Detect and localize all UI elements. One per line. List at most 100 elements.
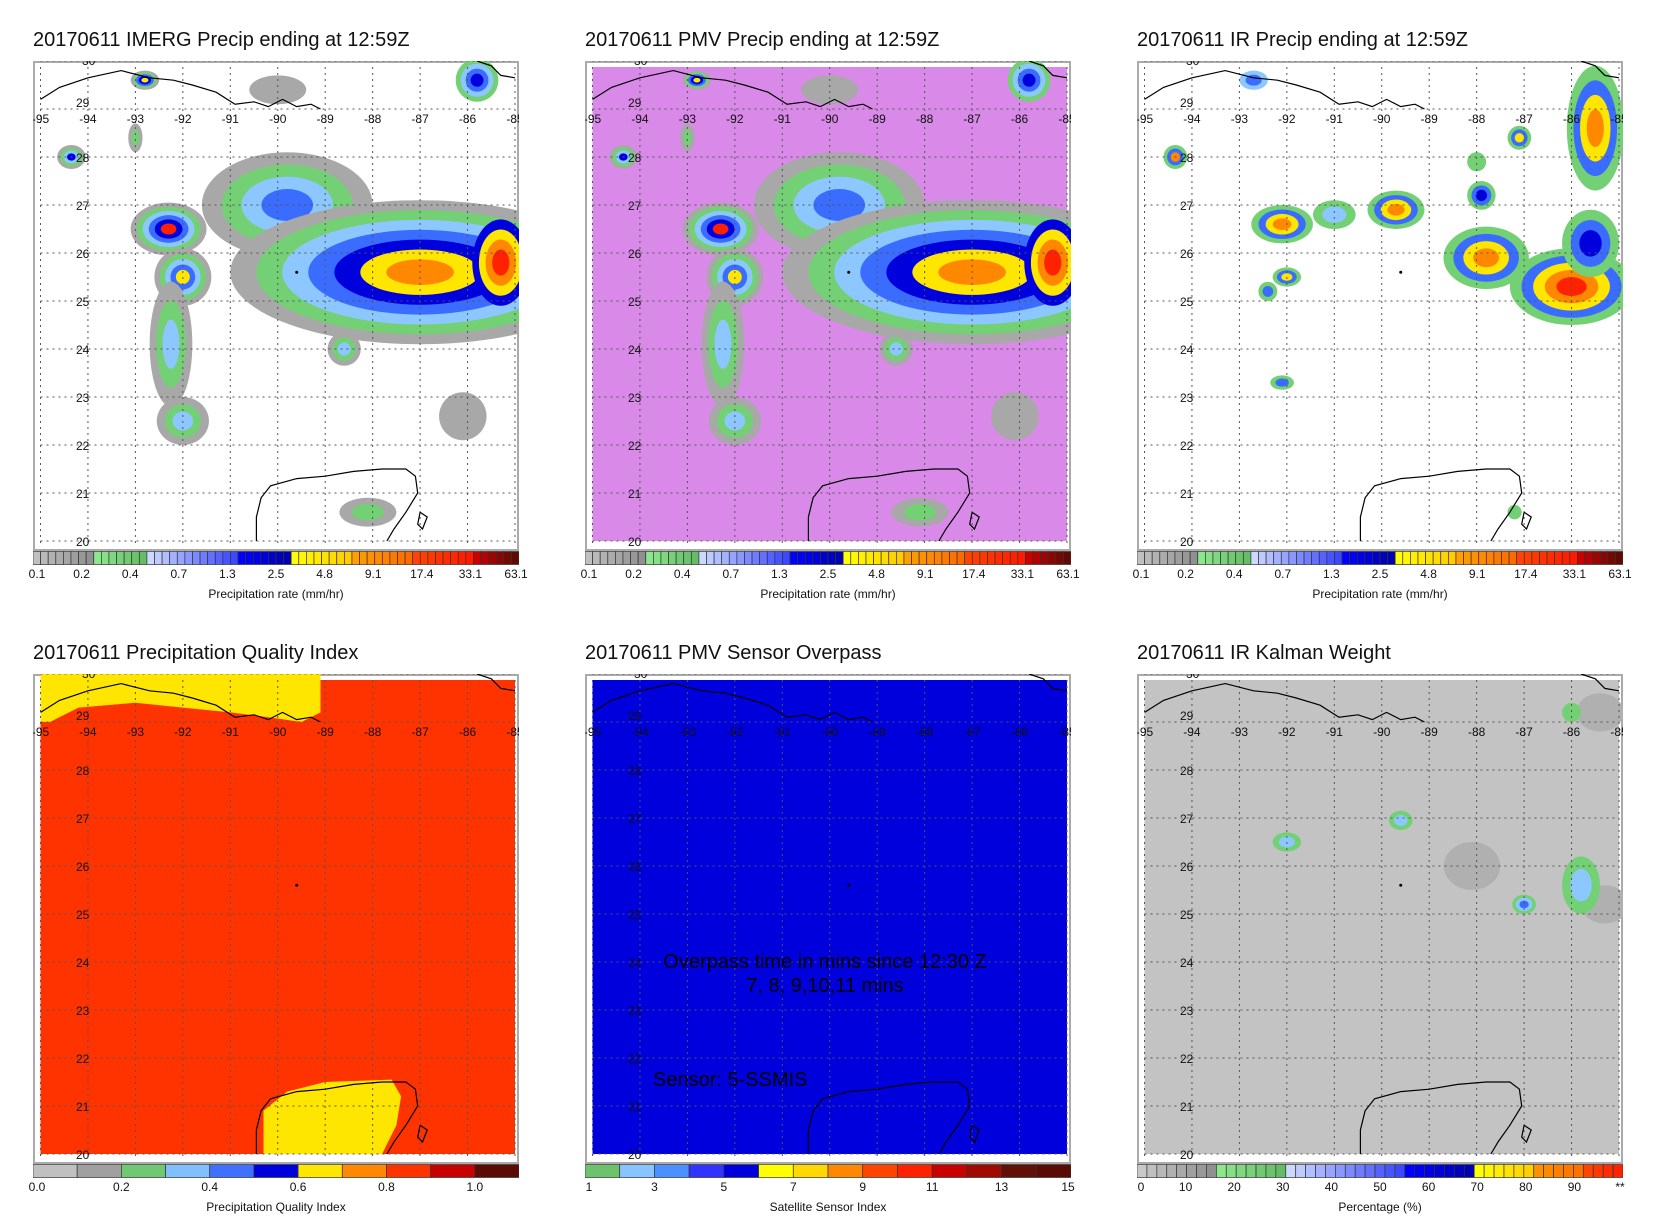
colorbar-swatch xyxy=(1470,551,1480,565)
colorbar-swatch xyxy=(511,551,519,565)
precip-contour-lightblue xyxy=(162,319,180,369)
colorbar-swatch xyxy=(862,1164,898,1178)
lon-label: -90 xyxy=(821,725,839,739)
colorbar-swatch xyxy=(76,1164,122,1178)
colorbar-sensor xyxy=(585,1164,1071,1178)
colorbar-tick-label: 0 xyxy=(1137,1180,1145,1194)
colorbar-caption: Precipitation Quality Index xyxy=(206,1200,346,1214)
colorbar-swatch xyxy=(1280,551,1290,565)
lon-label: -90 xyxy=(269,112,287,126)
colorbar-swatch xyxy=(1543,1164,1554,1178)
precip-contour-green xyxy=(1467,152,1487,172)
precip-contour-green xyxy=(1507,505,1522,520)
lat-label: 29 xyxy=(76,709,90,723)
colorbar-swatch xyxy=(268,551,277,565)
colorbar-swatch xyxy=(622,551,631,565)
colorbar-swatch xyxy=(888,551,897,565)
colorbar-swatch xyxy=(858,551,867,565)
lat-label: 26 xyxy=(628,860,642,874)
lat-label: 29 xyxy=(76,96,90,110)
lon-label: -93 xyxy=(679,725,697,739)
colorbar-swatch xyxy=(903,551,912,565)
colorbar-tick-label: 17.4 xyxy=(962,567,986,581)
lat-label: 29 xyxy=(1180,96,1194,110)
coastline xyxy=(1359,1081,1523,1155)
coastline xyxy=(476,674,516,692)
colorbar-swatch xyxy=(1602,1164,1614,1178)
precip-contour-green xyxy=(351,504,384,521)
lon-label: -88 xyxy=(1468,112,1486,126)
colorbar-tick-label: 0.7 xyxy=(170,567,188,581)
lon-label: -86 xyxy=(1563,725,1581,739)
colorbar-swatch xyxy=(1546,551,1556,565)
coastline xyxy=(1580,61,1620,79)
lat-label: 26 xyxy=(76,247,90,261)
colorbar-swatch xyxy=(1063,551,1071,565)
lat-label: 26 xyxy=(1180,860,1194,874)
colorbar-tick-label: 1 xyxy=(585,1180,593,1194)
colorbar-swatch xyxy=(138,551,148,565)
lat-label: 30 xyxy=(82,674,96,681)
colorbar-tick-label: 2.5 xyxy=(819,567,837,581)
map-sensor: -95 -94 -93 -92 -91 -90 -89 -88 -87 -86 -85 30 29 28 2… xyxy=(585,674,1071,1164)
lon-label: -85 xyxy=(1610,112,1623,126)
colorbar-swatch xyxy=(63,551,72,565)
colorbar-swatch xyxy=(245,551,254,565)
colorbar-swatch xyxy=(1258,551,1267,565)
lon-label: -94 xyxy=(1183,725,1201,739)
colorbar-swatch xyxy=(1592,551,1601,565)
coastline xyxy=(255,1081,419,1155)
lon-label: -92 xyxy=(726,112,744,126)
colorbar-swatch xyxy=(1242,551,1252,565)
colorbar-swatch xyxy=(146,551,155,565)
colorbar-swatch xyxy=(792,1164,829,1178)
colorbar-swatch xyxy=(751,551,761,565)
colorbar-swatch xyxy=(1607,551,1616,565)
colorbar-swatch xyxy=(941,551,950,565)
precip-contour-grey xyxy=(991,392,1039,441)
coastline xyxy=(807,468,971,542)
lat-label: 24 xyxy=(1180,956,1194,970)
precip-contour-yellow xyxy=(141,77,149,83)
lat-label: 30 xyxy=(1186,674,1200,681)
lon-label: -95 xyxy=(585,112,601,126)
lon-label: -88 xyxy=(916,725,934,739)
lat-label: 26 xyxy=(628,247,642,261)
coastline xyxy=(40,682,321,723)
colorbar-swatch xyxy=(192,551,201,565)
colorbar-tick-label: 33.1 xyxy=(458,567,483,581)
colorbar-swatch xyxy=(1599,551,1609,565)
lon-label: -86 xyxy=(1011,112,1029,126)
colorbar-tick-label: 0.2 xyxy=(625,567,642,581)
lat-label: 24 xyxy=(628,956,642,970)
colorbar-swatch xyxy=(366,551,376,565)
precip-contour-grey xyxy=(439,392,487,441)
coastline xyxy=(1144,69,1425,110)
colorbar-tick-label: 33.1 xyxy=(1562,567,1587,581)
colorbar-swatch xyxy=(585,551,593,565)
colorbar-tick-label: 33.1 xyxy=(1010,567,1035,581)
panel-title: 20170611 IR Precip ending at 12:59Z xyxy=(1137,29,1468,51)
colorbar-tick-label: ** xyxy=(1615,1180,1625,1194)
colorbar-tick-label: 1.3 xyxy=(771,567,788,581)
lat-label: 20 xyxy=(1180,535,1194,549)
lat-label: 20 xyxy=(628,1148,642,1162)
lat-label: 20 xyxy=(1180,1148,1194,1162)
colorbar-swatch xyxy=(1227,551,1237,565)
lon-label: -90 xyxy=(1373,112,1391,126)
colorbar-swatch xyxy=(926,551,935,565)
lat-label: 24 xyxy=(76,343,90,357)
colorbar-swatch xyxy=(374,551,383,565)
colorbar-swatch xyxy=(630,551,639,565)
colorbar-ticks: 1 3 5 7 9 11 13 15 xyxy=(585,1180,1075,1196)
lat-label: 24 xyxy=(76,956,90,970)
map-pmv: -95 -94 -93 -92 -91 -90 -89 -88 -87 -86 -85 30 29 28 2… xyxy=(585,61,1071,551)
island xyxy=(847,883,851,887)
lon-label: -85 xyxy=(1058,725,1071,739)
colorbar-tick-label: 4.8 xyxy=(868,567,885,581)
colorbar-tick-label: 80 xyxy=(1519,1180,1533,1194)
lon-label: -91 xyxy=(774,112,792,126)
lon-label: -89 xyxy=(869,112,887,126)
map-quality: -95 -94 -93 -92 -91 -90 -89 -88 -87 -86 -85 30 29 28 2… xyxy=(33,674,519,1164)
coastline xyxy=(1359,468,1523,542)
